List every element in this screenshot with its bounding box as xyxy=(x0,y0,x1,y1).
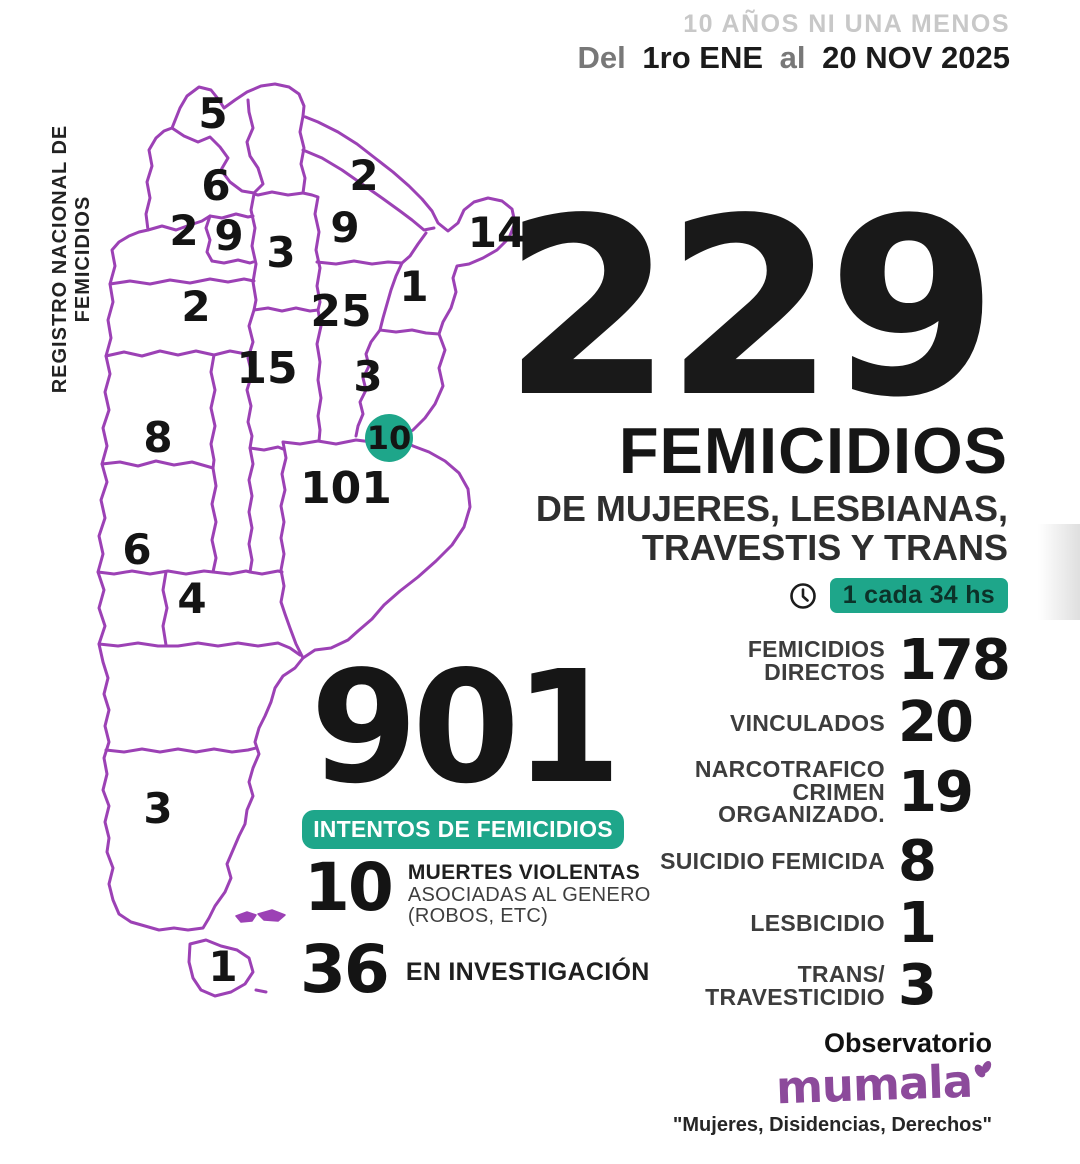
femicides-total-block: 229 FEMICIDIOS DE MUJERES, LESBIANAS, TR… xyxy=(488,166,1008,614)
violent-deaths-line1: MUERTES VIOLENTAS xyxy=(407,861,641,884)
map-value-buenosaires: 101 xyxy=(300,463,392,514)
map-value-lapampa: 4 xyxy=(177,574,207,623)
border-tucuman-west xyxy=(204,214,214,263)
map-value-corrientes: 1 xyxy=(399,262,429,311)
border-sanluis-east xyxy=(247,446,255,574)
map-value-sanjuan: 8 xyxy=(143,413,173,462)
border-santiago-south xyxy=(252,306,320,313)
map-islet-dash xyxy=(254,988,268,994)
edge-smudge xyxy=(1038,524,1080,620)
violent-deaths-line3: (ROBOS, ETC) xyxy=(407,905,549,928)
border-mendoza-sanluis xyxy=(210,466,218,574)
violent-deaths-value: 10 xyxy=(304,849,394,926)
attempts-value: 901 xyxy=(310,637,622,818)
map-value-tucuman: 9 xyxy=(214,211,244,260)
border-patagonia-north xyxy=(97,641,302,657)
breakdown-row-narcotrafico: NARCOTRAFICO CRIMEN ORGANIZADO. 19 xyxy=(650,758,1006,826)
argentina-map xyxy=(96,82,517,998)
breakdown-row-vinculados: VINCULADOS 20 xyxy=(650,690,1006,756)
border-jujuy-salta xyxy=(170,98,265,195)
border-chaco-santafe xyxy=(315,259,404,266)
observatory-label: Observatorio xyxy=(823,1028,992,1058)
attempts-block: 901 INTENTOS DE FEMICIDIOS xyxy=(302,637,624,849)
border-tucuman-south xyxy=(210,258,255,265)
map-value-formosa: 2 xyxy=(349,151,379,200)
border-cordoba-west xyxy=(245,308,256,450)
breakdown-row-lesbicidio: LESBICIDIO 1 xyxy=(650,891,1006,957)
map-value-salta: 6 xyxy=(201,161,231,210)
map-value-tierradelfuego: 1 xyxy=(208,942,238,991)
date-prefix: Del xyxy=(577,40,626,75)
breakdown-row-travesticidio: TRANS/TRAVESTICIDIO 3 xyxy=(650,953,1006,1019)
map-malvinas-island-west xyxy=(235,911,257,923)
femicides-subtitle-line2: TRAVESTIS Y TRANS xyxy=(641,527,1008,569)
map-value-misiones: 14 xyxy=(467,208,527,257)
border-santiago-west xyxy=(249,192,258,312)
border-santafe-west xyxy=(315,308,323,443)
border-chubut-santacruz xyxy=(104,746,258,754)
attempts-badge: INTENTOS DE FEMICIDIOS xyxy=(302,809,624,849)
breakdown-list: FEMICIDIOS DIRECTOS 178 VINCULADOS 20 NAR… xyxy=(650,628,1011,1019)
frequency-row: 1 cada 34 hs xyxy=(488,578,1008,614)
breakdown-value: 178 xyxy=(898,628,1011,693)
investigation-block: 36 EN INVESTIGACIÓN xyxy=(300,931,650,1008)
map-value-chaco: 9 xyxy=(330,203,360,252)
border-formosa-chaco xyxy=(301,148,436,232)
breakdown-value: 8 xyxy=(898,828,937,894)
border-tucuman-top xyxy=(208,212,255,220)
border-lapampa-west xyxy=(161,570,169,647)
map-value-santafe: 25 xyxy=(310,286,372,337)
breakdown-value: 1 xyxy=(898,891,937,957)
border-sanjuan-east xyxy=(209,353,217,470)
map-value-larioja: 2 xyxy=(181,282,211,331)
femicides-total-title: FEMICIDIOS xyxy=(618,414,1008,488)
violent-deaths-line2: ASOCIADAS AL GENERO xyxy=(407,883,651,906)
map-value-santacruz: 3 xyxy=(143,784,173,833)
violent-deaths-block: 10 MUERTES VIOLENTAS ASOCIADAS AL GENERO… xyxy=(304,849,651,928)
border-santiago-east xyxy=(301,191,322,312)
frequency-badge: 1 cada 34 hs xyxy=(829,578,1008,614)
breakdown-value: 20 xyxy=(898,690,974,756)
border-salta-south xyxy=(146,214,212,232)
map-value-caba-highlight: 10 xyxy=(365,414,413,462)
campaign-title: 10 AÑOS NI UNA MENOS xyxy=(683,10,1010,38)
date-connector: al xyxy=(779,40,806,75)
mumala-logo: mumala xyxy=(775,1054,973,1115)
map-value-catamarca: 2 xyxy=(169,206,199,255)
date-range: Del 1ro ENE al 20 NOV 2025 xyxy=(570,40,1010,76)
border-salta-east xyxy=(298,114,307,195)
border-santiago-top xyxy=(252,190,305,197)
map-tierra-del-fuego xyxy=(187,938,255,998)
map-value-mendoza: 6 xyxy=(122,525,152,574)
border-catamarca-larioja xyxy=(108,277,256,286)
border-buenosaires-west xyxy=(279,440,305,660)
breakdown-value: 19 xyxy=(898,759,974,825)
map-value-cordoba: 15 xyxy=(236,343,298,394)
map-value-santiago: 3 xyxy=(266,228,296,277)
investigation-value: 36 xyxy=(300,931,390,1008)
breakdown-row-suicidio: SUICIDIO FEMICIDA 8 xyxy=(650,828,1006,894)
border-cordoba-south xyxy=(248,445,285,452)
border-larioja-sanjuan xyxy=(104,349,253,358)
map-value-entrerios: 3 xyxy=(353,352,383,401)
femicides-total-value: 229 xyxy=(502,166,998,451)
border-mendoza-south xyxy=(96,569,284,576)
map-malvinas-island-east xyxy=(257,909,286,922)
footer-quote: "Mujeres, Disidencias, Derechos" xyxy=(672,1113,992,1136)
date-end: 20 NOV 2025 xyxy=(822,40,1010,75)
clock-icon xyxy=(789,582,816,609)
border-sanjuan-mendoza xyxy=(100,459,215,470)
border-santafe-entrerios xyxy=(354,328,382,438)
breakdown-value: 3 xyxy=(898,953,937,1019)
breakdown-row-directos: FEMICIDIOS DIRECTOS 178 xyxy=(747,628,1011,693)
map-value-jujuy: 5 xyxy=(198,89,228,138)
border-corrientes-west xyxy=(378,231,428,332)
femicides-subtitle-line1: DE MUJERES, LESBIANAS, xyxy=(535,488,1008,530)
border-corrientes-south xyxy=(378,328,441,336)
investigation-label: EN INVESTIGACIÓN xyxy=(405,958,650,987)
butterfly-accent-icon xyxy=(974,1060,992,1078)
footer-block: Observatorio mumala "Mujeres, Disidencia… xyxy=(673,1028,992,1137)
date-start: 1ro ENE xyxy=(642,40,764,75)
